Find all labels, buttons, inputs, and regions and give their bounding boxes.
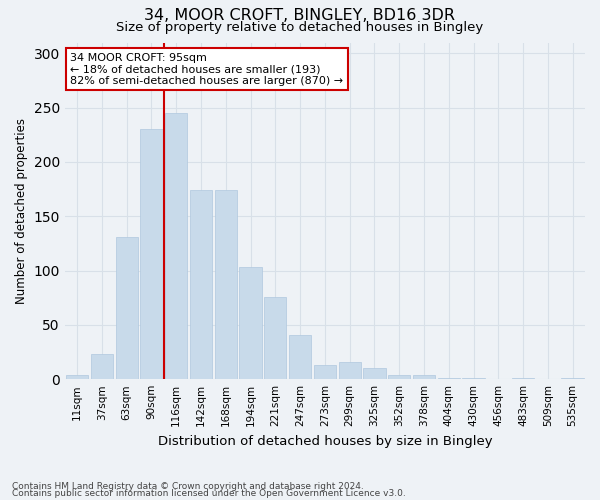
Bar [413,375,435,379]
Text: Contains public sector information licensed under the Open Government Licence v3: Contains public sector information licen… [12,490,406,498]
Bar [264,296,286,379]
Bar [289,334,311,379]
Bar [215,190,237,379]
Text: 34, MOOR CROFT, BINGLEY, BD16 3DR: 34, MOOR CROFT, BINGLEY, BD16 3DR [145,8,455,22]
Y-axis label: Number of detached properties: Number of detached properties [15,118,28,304]
Bar [165,113,187,379]
Bar [116,237,138,379]
Bar [562,378,584,379]
Bar [66,375,88,379]
Bar [363,368,386,379]
Text: Size of property relative to detached houses in Bingley: Size of property relative to detached ho… [116,21,484,34]
Bar [239,268,262,379]
Text: 34 MOOR CROFT: 95sqm
← 18% of detached houses are smaller (193)
82% of semi-deta: 34 MOOR CROFT: 95sqm ← 18% of detached h… [70,52,343,86]
Bar [512,378,534,379]
Bar [140,130,163,379]
Bar [338,362,361,379]
X-axis label: Distribution of detached houses by size in Bingley: Distribution of detached houses by size … [158,434,492,448]
Bar [190,190,212,379]
Bar [463,378,485,379]
Bar [91,354,113,379]
Text: Contains HM Land Registry data © Crown copyright and database right 2024.: Contains HM Land Registry data © Crown c… [12,482,364,491]
Bar [314,365,336,379]
Bar [437,378,460,379]
Bar [388,375,410,379]
